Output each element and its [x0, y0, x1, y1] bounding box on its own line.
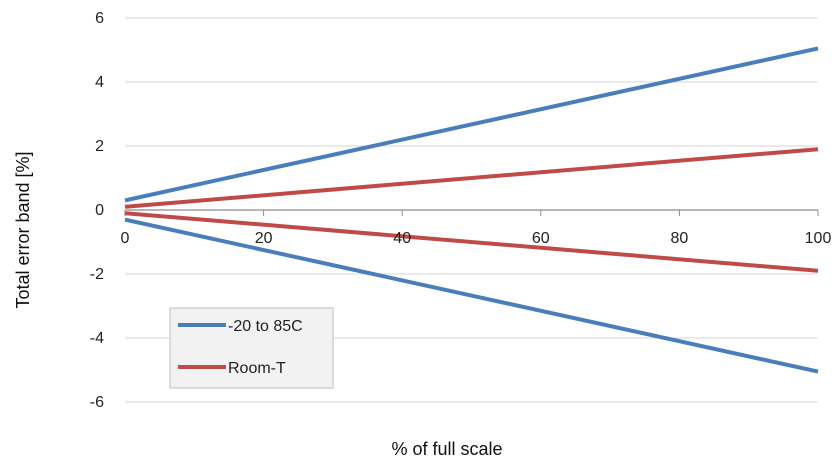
legend-label: -20 to 85C — [228, 318, 303, 335]
legend: -20 to 85C Room-T — [169, 307, 334, 389]
series-line-1-0 — [124, 147, 819, 209]
x-tick-label: 80 — [671, 230, 689, 247]
x-tick-label: 20 — [255, 230, 273, 247]
y-tick-label: -6 — [90, 394, 104, 411]
x-tick-label: 40 — [393, 230, 411, 247]
y-axis-title: Total error band [%] — [13, 151, 33, 308]
x-tick-label: 0 — [121, 230, 130, 247]
series-line-1-1 — [124, 211, 819, 273]
x-axis — [124, 209, 819, 216]
y-tick-label: 4 — [95, 74, 104, 91]
y-tick-label: 2 — [95, 138, 104, 155]
series-line-0-1 — [124, 217, 819, 374]
y-tick-label: 0 — [95, 202, 104, 219]
y-tick-label: -4 — [90, 330, 104, 347]
series-lines — [124, 46, 819, 374]
legend-label: Room-T — [228, 360, 286, 377]
y-tick-label: -2 — [90, 266, 104, 283]
series-line-0-0 — [124, 46, 819, 203]
x-tick-label: 60 — [532, 230, 550, 247]
x-tick-label: 100 — [805, 230, 832, 247]
legend-box — [169, 307, 334, 389]
y-tick-label: 6 — [95, 10, 104, 27]
x-axis-title: % of full scale — [391, 439, 502, 459]
